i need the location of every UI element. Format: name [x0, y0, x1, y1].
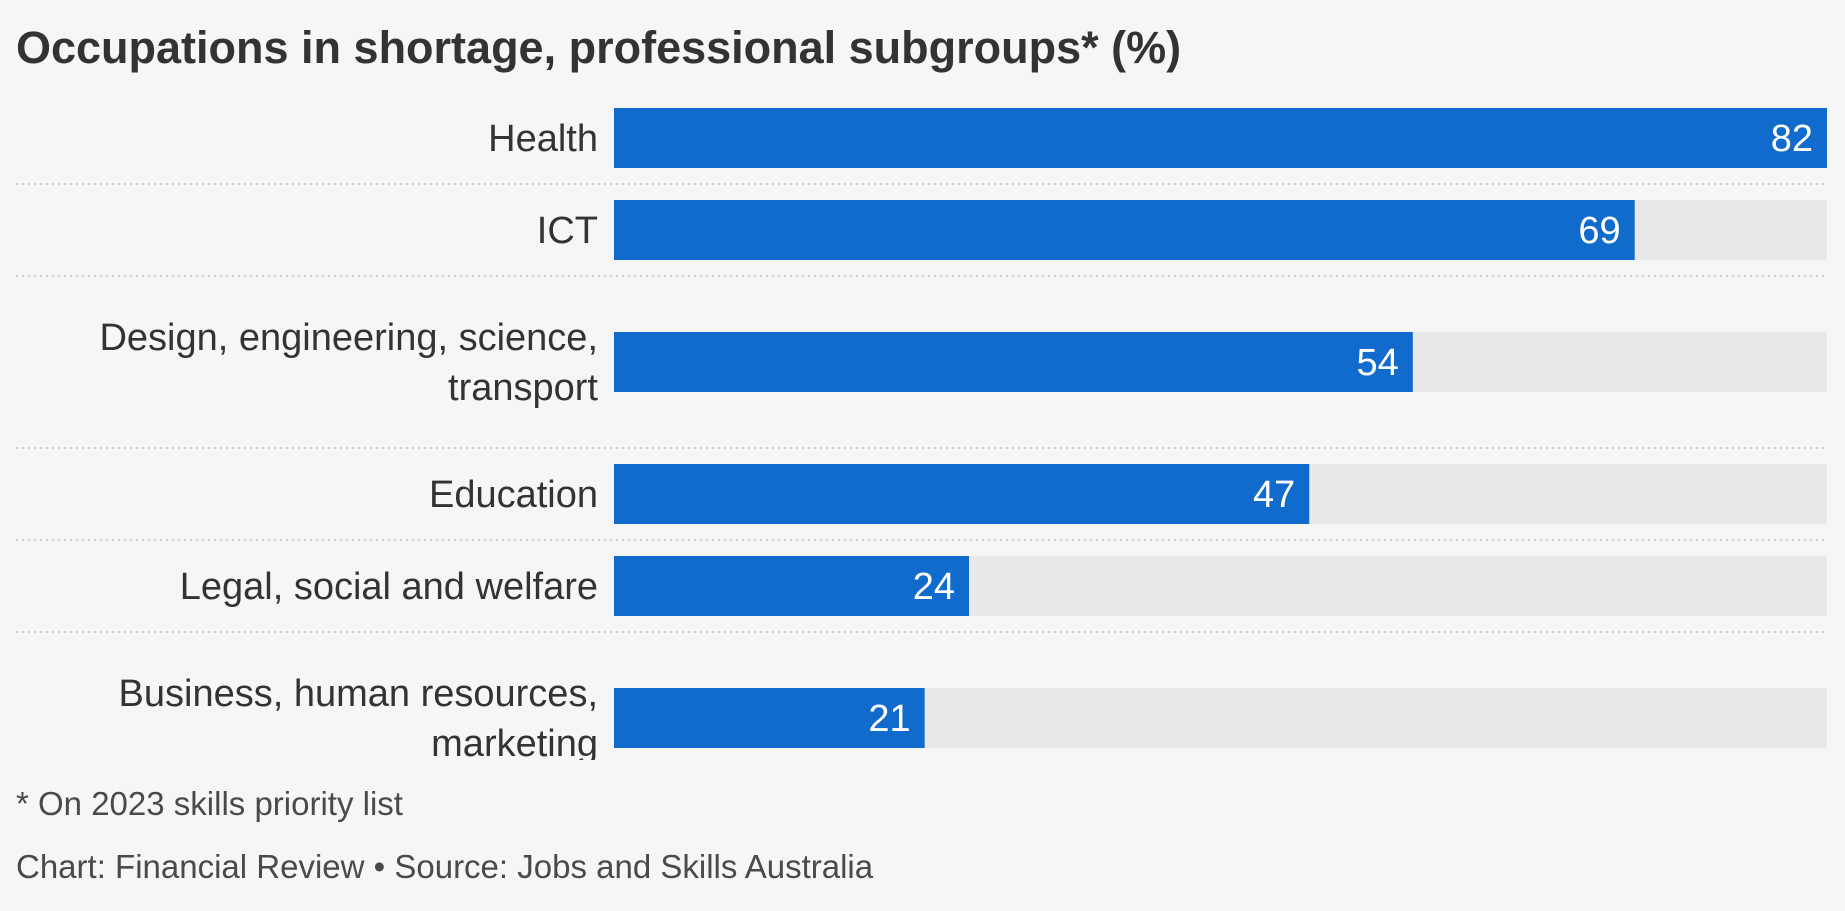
bar-chart: 82 Health 69 ICT 54 Design, engineering, scie… [0, 0, 1845, 760]
footnote: * On 2023 skills priority list [16, 785, 403, 823]
value-label: 82 [1771, 118, 1813, 160]
bar [614, 108, 1827, 168]
bar [614, 464, 1309, 524]
value-label: 24 [913, 566, 955, 608]
bar [614, 200, 1635, 260]
category-label: Health [488, 118, 598, 160]
value-label: 47 [1253, 474, 1295, 516]
category-label: Legal, social and welfare [180, 566, 598, 608]
value-label: 54 [1357, 342, 1399, 384]
category-label: Education [429, 474, 598, 516]
bar [614, 332, 1413, 392]
value-label: 21 [868, 698, 910, 740]
category-label: ICT [537, 210, 598, 252]
value-label: 69 [1578, 210, 1620, 252]
chart-credits: Chart: Financial Review • Source: Jobs a… [16, 848, 873, 886]
category-label: Design, engineering, science, transport [99, 317, 598, 409]
category-label: Business, human resources, marketing [119, 673, 598, 760]
